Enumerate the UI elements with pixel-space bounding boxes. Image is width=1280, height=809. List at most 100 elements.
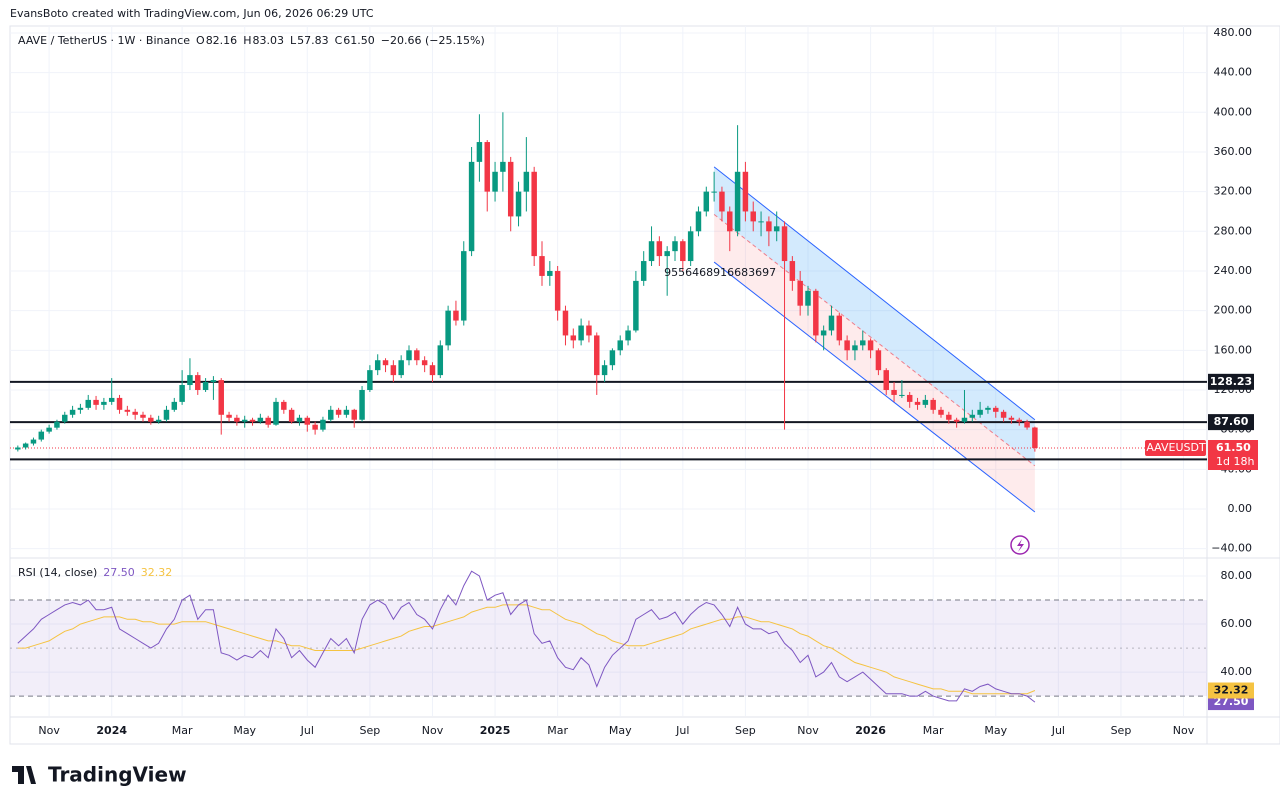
- candle-body: [852, 345, 858, 351]
- channel-lower: [713, 261, 1036, 513]
- candle-body: [930, 399, 936, 410]
- credit: EvansBoto created with TradingView.com, …: [10, 7, 374, 20]
- x-tick-label: Nov: [1173, 724, 1195, 737]
- x-tick-label: 2026: [855, 724, 886, 737]
- candle-body: [570, 335, 577, 341]
- ohlc-name: H: [243, 34, 251, 47]
- candle-body: [210, 380, 217, 383]
- candle-body: [844, 340, 850, 351]
- candle-body: [781, 226, 788, 262]
- candle-body: [335, 409, 342, 415]
- ohlc-name: C: [335, 34, 343, 47]
- candle-body: [875, 350, 882, 371]
- y-tick-label: 200.00: [1214, 304, 1253, 317]
- candle-body: [938, 409, 944, 415]
- candle-body: [562, 310, 569, 336]
- alert-icon[interactable]: [1010, 535, 1030, 555]
- candle-body: [155, 419, 162, 422]
- candle-body: [539, 256, 545, 276]
- rsi-line: [17, 604, 1036, 695]
- candle-body: [288, 409, 295, 422]
- y-tick-label: 400.00: [1214, 105, 1253, 118]
- candle-body: [617, 340, 623, 351]
- candle-body: [734, 171, 741, 232]
- channel-upper: [713, 166, 1036, 421]
- x-tick-label: Nov: [422, 724, 444, 737]
- candle-body: [406, 350, 412, 361]
- candle-body: [69, 409, 76, 415]
- candle-body: [93, 399, 99, 405]
- rsi-title: RSI (14, close): [18, 566, 97, 579]
- candle-body: [805, 290, 811, 306]
- candle-body: [828, 315, 835, 331]
- candle-body: [656, 241, 663, 257]
- candle-body: [914, 401, 921, 405]
- x-tick-label: 2025: [480, 724, 511, 737]
- candle-body: [304, 417, 311, 425]
- y-tick-label: 440.00: [1214, 66, 1253, 79]
- ohlc-name: O: [196, 34, 205, 47]
- candle-body: [492, 171, 498, 192]
- change: −20.66 (−25.15%): [381, 34, 485, 47]
- candle-body: [148, 417, 154, 422]
- candle-body: [1016, 419, 1022, 422]
- rsi-legend-value: 32.32: [141, 566, 173, 579]
- candle-body: [625, 330, 631, 341]
- y-tick-label: 360.00: [1214, 145, 1253, 158]
- candle-body: [281, 401, 287, 410]
- candle-body: [500, 161, 506, 172]
- candle-body: [742, 171, 749, 212]
- price-badge-text: 61.50: [1216, 441, 1251, 454]
- rsi-tick-label: 60.00: [1221, 617, 1253, 630]
- candle-body: [664, 251, 670, 257]
- x-tick-label: Nov: [797, 724, 819, 737]
- candle-body: [578, 325, 584, 341]
- candle-body: [601, 365, 608, 376]
- candle-body: [234, 417, 240, 422]
- y-tick-label: 160.00: [1214, 343, 1253, 356]
- candle-body: [187, 375, 193, 386]
- candle-body: [711, 191, 717, 193]
- candle-body: [750, 211, 756, 222]
- x-tick-label: Mar: [923, 724, 944, 737]
- ohlc-value: 82.16: [206, 34, 238, 47]
- x-tick-label: Nov: [38, 724, 60, 737]
- logo-mark: [12, 766, 36, 784]
- candle-body: [124, 409, 131, 412]
- logo: TradingView: [12, 763, 187, 787]
- candle-body: [867, 340, 874, 351]
- candle-body: [766, 221, 772, 232]
- countdown: 1d 18h: [1216, 455, 1254, 468]
- candle-body: [226, 414, 232, 418]
- x-tick-label: May: [233, 724, 256, 737]
- ohlc-value: 61.50: [343, 34, 375, 47]
- candle-body: [906, 394, 913, 402]
- candle-body: [922, 399, 929, 405]
- candle-body: [1008, 417, 1015, 420]
- candle-body: [719, 191, 725, 212]
- logo-text: TradingView: [48, 763, 187, 787]
- candle-body: [77, 407, 84, 410]
- candle-body: [390, 365, 397, 376]
- x-tick-label: 2024: [96, 724, 127, 737]
- candle-body: [672, 241, 678, 252]
- candle-body: [695, 211, 702, 232]
- candle-body: [179, 385, 185, 402]
- candle-body: [140, 414, 146, 418]
- candle-body: [398, 360, 404, 376]
- channel-lower-fill: [714, 214, 1035, 512]
- candle-body: [437, 345, 444, 376]
- candle-body: [820, 330, 827, 336]
- candle-body: [969, 414, 976, 418]
- candle-body: [1000, 411, 1007, 418]
- candle-body: [993, 407, 999, 412]
- candle-body: [273, 401, 279, 425]
- candle-body: [680, 241, 686, 262]
- x-tick-label: Sep: [1111, 724, 1132, 737]
- candle-body: [30, 439, 37, 444]
- candle-body: [476, 142, 483, 162]
- candle-body: [648, 241, 655, 262]
- candle-body: [727, 211, 733, 232]
- x-tick-label: Mar: [172, 724, 193, 737]
- candle-body: [116, 397, 123, 410]
